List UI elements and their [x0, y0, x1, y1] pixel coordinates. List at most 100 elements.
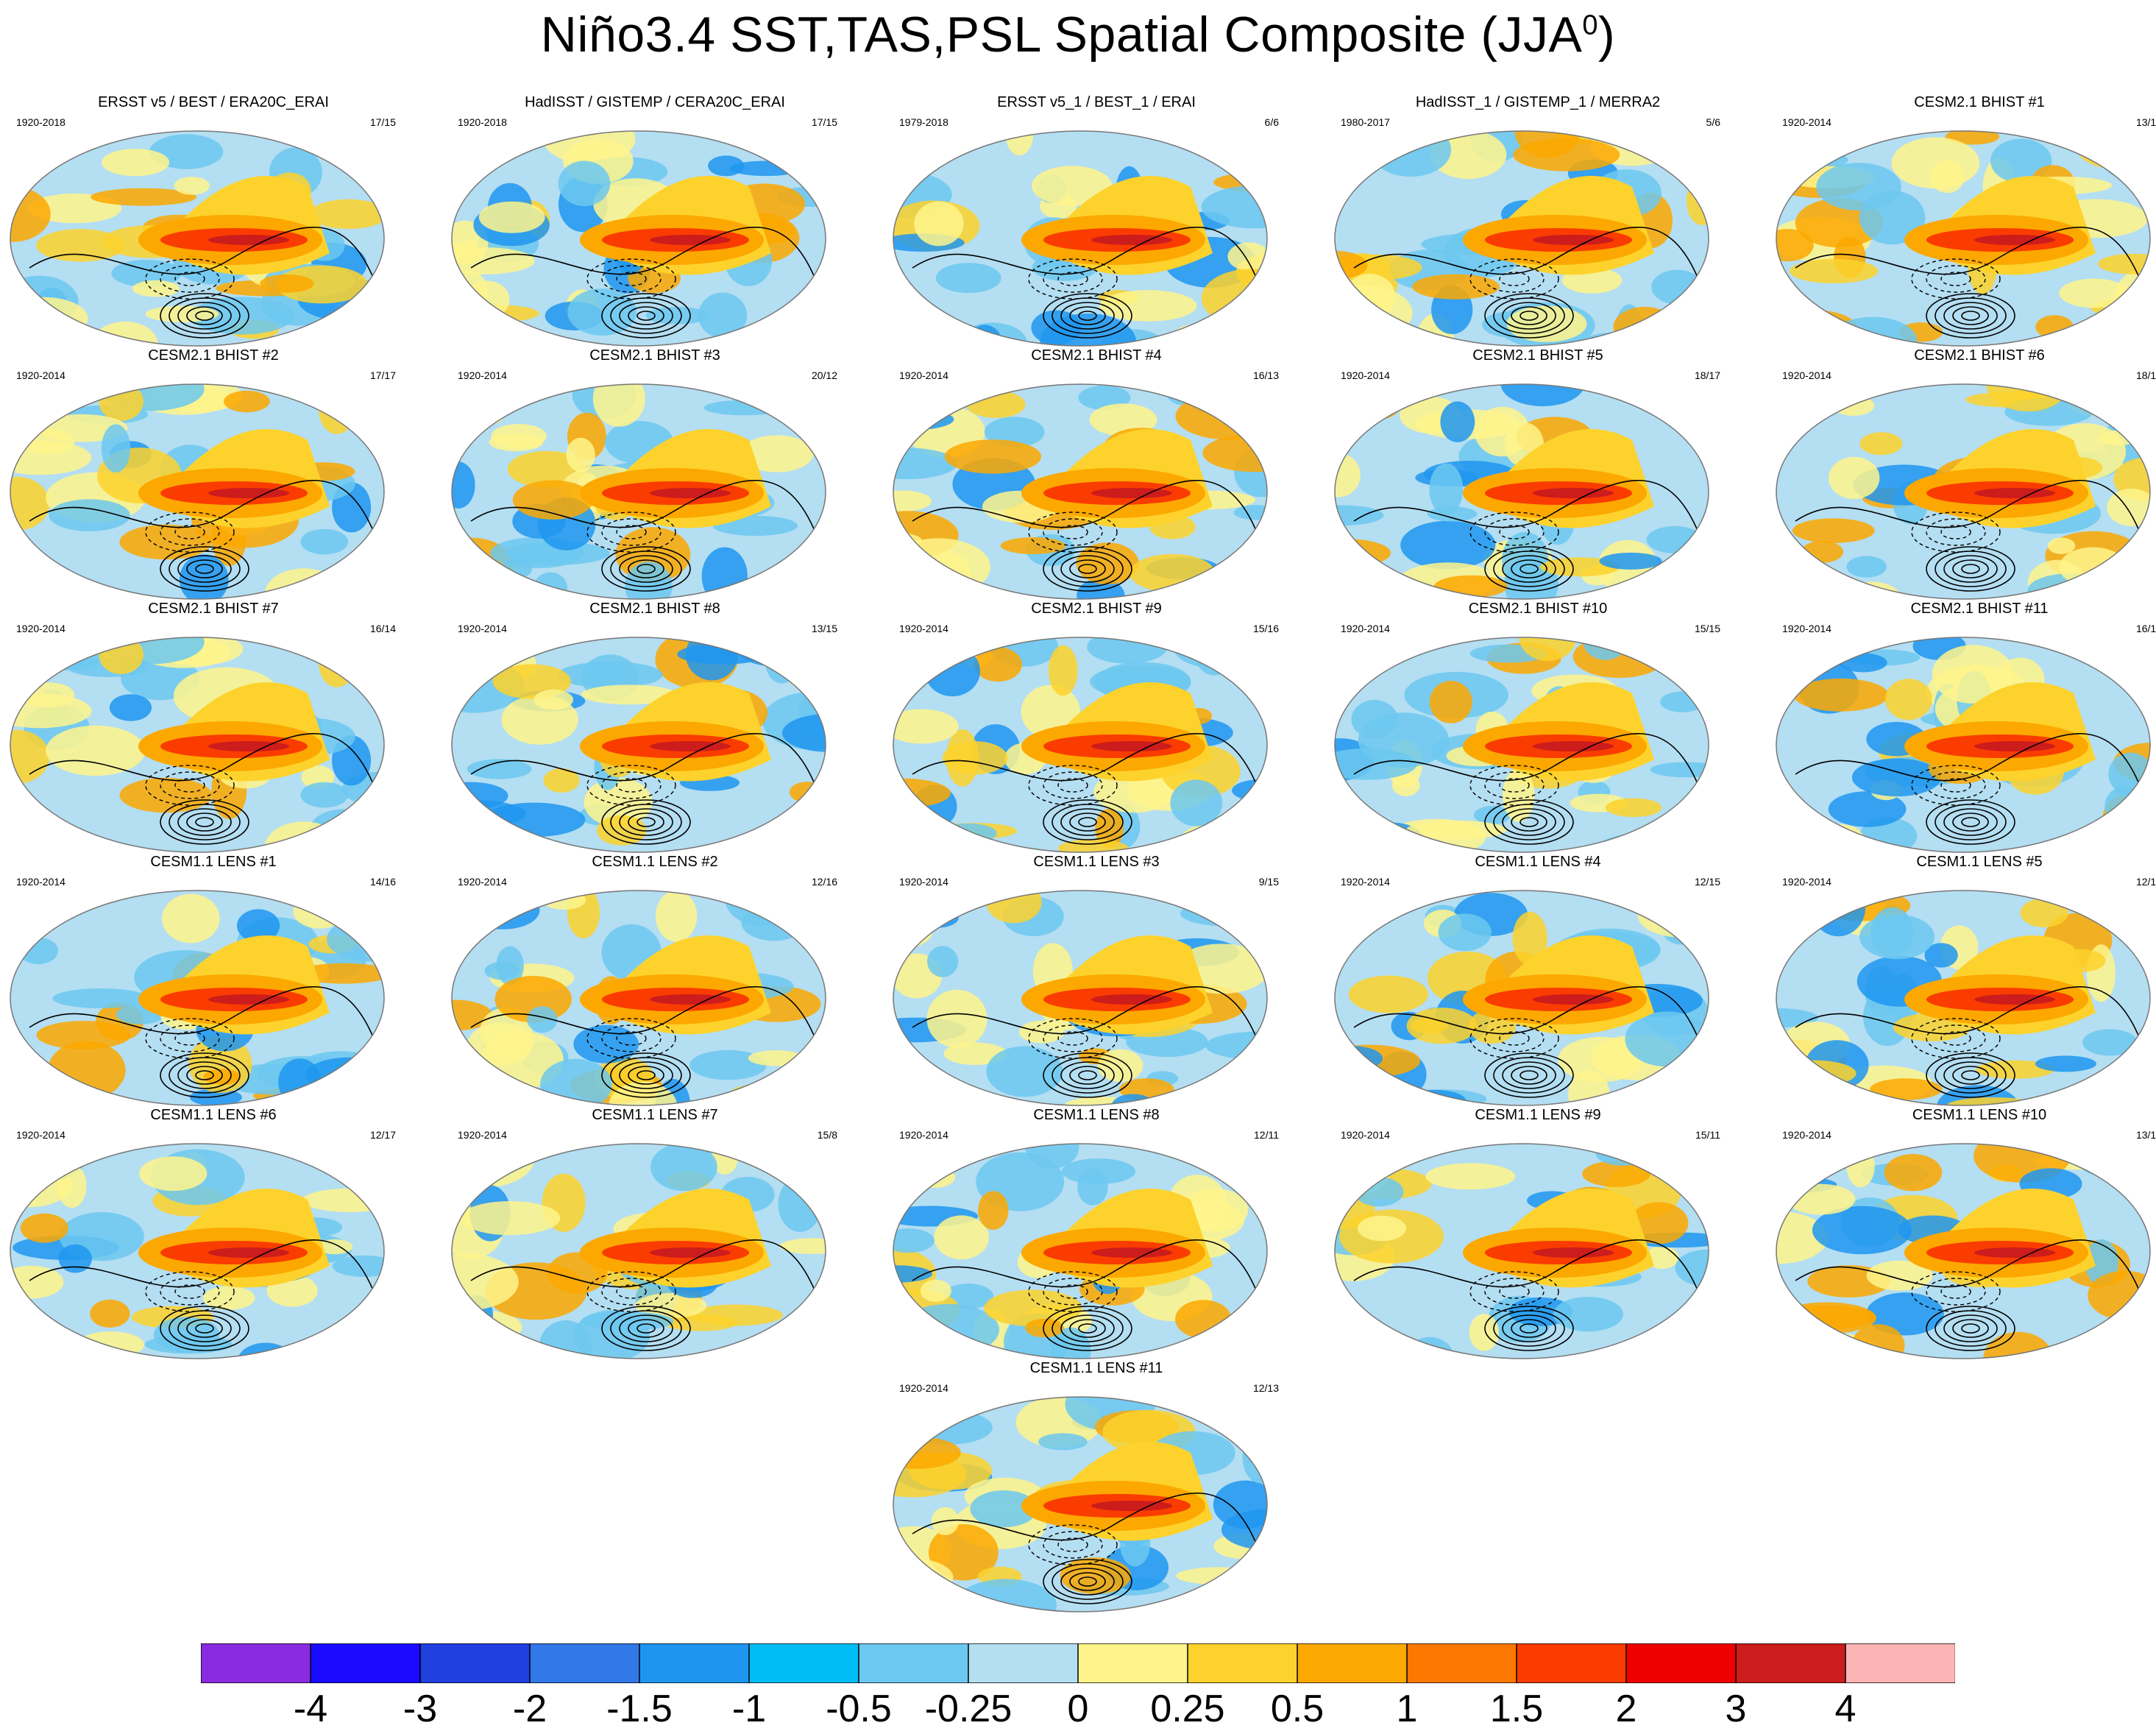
anomaly-patch: [1686, 1159, 1709, 1186]
anomaly-patch: [1167, 1397, 1216, 1409]
anomaly-patch: [2104, 787, 2143, 827]
anomaly-patch: [1514, 131, 1581, 158]
warm-tongue-core: [1091, 235, 1172, 245]
warm-tongue-core: [1974, 741, 2055, 751]
colorbar-tick-label: 0.5: [1270, 1688, 1325, 1730]
anomaly-patch: [1828, 791, 1907, 827]
anomaly-patch: [10, 476, 50, 531]
anomaly-patch: [295, 963, 384, 984]
colorbar-tick-label: 4: [1834, 1688, 1857, 1730]
anomaly-patch: [1670, 1144, 1709, 1187]
psl-contour-negative: [1926, 1024, 1986, 1052]
anomaly-patch: [139, 1156, 208, 1192]
colorbar-bin: [201, 1643, 312, 1683]
warm-tongue-core: [208, 741, 289, 751]
psl-contour-negative: [601, 518, 662, 546]
map-outline: [1334, 1143, 1709, 1359]
warm-tongue-core: [1974, 1247, 2055, 1258]
anomaly-patch: [1884, 1154, 1943, 1192]
psl-contour-positive: [636, 817, 656, 827]
psl-contour-negative: [1057, 778, 1088, 793]
anomaly-patch: [77, 1331, 144, 1359]
panel-years: 1920-2018: [458, 116, 507, 128]
psl-contour-positive: [1926, 546, 2015, 592]
anomaly-patch: [2047, 537, 2076, 554]
warm-tongue-core: [208, 488, 289, 498]
psl-contour-positive: [619, 808, 673, 836]
anomaly-patch: [1793, 678, 1889, 712]
map-panel: CESM2.1 BHIST #11 1920-2014 16/12: [1773, 601, 2156, 873]
panel-title: CESM2.1 BHIST #8: [589, 601, 720, 617]
map-outline: [10, 383, 385, 600]
psl-contour-positive: [1052, 297, 1124, 334]
anomaly-patch: [2098, 253, 2150, 275]
anomaly-patch: [1351, 700, 1398, 739]
map-svg: [10, 1143, 385, 1359]
map-panel: HadISST_1 / GISTEMP_1 / MERRA2 1980-2017 5…: [1332, 94, 1744, 367]
panel-event-count: 13/17: [2135, 1129, 2156, 1141]
psl-contour-negative: [586, 511, 676, 553]
panel-event-count: 20/12: [811, 369, 837, 381]
psl-contour-positive: [1069, 1319, 1106, 1338]
anomaly-patch: [920, 1279, 951, 1302]
map-outline: [893, 890, 1268, 1106]
psl-contour-positive: [1502, 808, 1556, 836]
anomaly-patch: [1581, 1351, 1661, 1359]
panel-title: CESM2.1 BHIST #1: [1914, 94, 2045, 110]
panel-title: CESM1.1 LENS #1: [150, 854, 277, 870]
panel-years: 1920-2014: [1782, 1129, 1831, 1141]
colorbar-bin: [1187, 1643, 1299, 1683]
psl-contour-negative: [601, 1278, 662, 1306]
panel-event-count: 16/13: [1252, 369, 1279, 381]
anomaly-patch: [300, 782, 349, 808]
psl-contour-positive: [1060, 1314, 1115, 1342]
map-panel: CESM2.1 BHIST #10 1920-2014 15/15: [1332, 601, 1744, 873]
psl-contour-positive: [1078, 1576, 1097, 1587]
psl-contour-positive: [636, 564, 656, 574]
psl-contour-positive: [1493, 551, 1565, 587]
anomaly-patch: [1846, 1145, 1875, 1188]
psl-contour-zero: [470, 732, 818, 790]
anomaly-patch: [689, 1049, 767, 1080]
psl-contour-positive: [619, 302, 673, 330]
psl-contour-positive: [186, 813, 223, 832]
map-outline: [893, 130, 1268, 347]
map-svg: [1334, 130, 1709, 347]
anomaly-patch: [2055, 384, 2146, 400]
warm-tongue-core: [1974, 235, 2055, 245]
anomaly-patch: [1605, 798, 1662, 818]
anomaly-patch: [1792, 518, 1875, 543]
psl-contour-positive: [1926, 1306, 2015, 1351]
anomaly-patch: [1826, 637, 1873, 654]
anomaly-patch: [581, 1311, 674, 1331]
anomaly-patch: [364, 806, 384, 833]
map-panel: CESM2.1 BHIST #1 1920-2014 13/16: [1773, 94, 2156, 367]
map-svg: [10, 383, 385, 600]
colorbar-bin: [748, 1643, 860, 1683]
panel-event-count: 16/12: [2135, 623, 2156, 634]
psl-contour-positive: [160, 293, 249, 339]
psl-contour-positive: [1926, 293, 2015, 339]
psl-contour-positive: [1052, 551, 1124, 587]
colorbar-bin: [1077, 1643, 1189, 1683]
anomaly-patch: [1651, 269, 1703, 305]
psl-contour-positive: [619, 1061, 673, 1089]
anomaly-patch: [1335, 135, 1422, 157]
psl-contour-negative: [1043, 1278, 1103, 1306]
psl-contour-negative: [601, 771, 662, 799]
map-panel: CESM1.1 LENS #2 1920-2014 12/16: [449, 854, 861, 1126]
psl-contour-positive: [1502, 1061, 1556, 1089]
anomaly-patch: [1811, 891, 1866, 937]
anomaly-patch: [2035, 315, 2074, 339]
panel-years: 1920-2014: [1782, 623, 1831, 634]
panel-years: 1920-2014: [1782, 876, 1831, 888]
psl-contour-zero: [1353, 1239, 1701, 1296]
anomaly-patch: [701, 547, 748, 599]
psl-contour-zero: [912, 1239, 1259, 1296]
warm-tongue-core: [1091, 741, 1172, 751]
anomaly-patch: [10, 384, 47, 436]
panel-title: CESM1.1 LENS #5: [1916, 854, 2043, 870]
panel-years: 1920-2014: [1341, 623, 1390, 634]
anomaly-patch: [740, 435, 814, 472]
psl-contour-positive: [1043, 293, 1132, 339]
